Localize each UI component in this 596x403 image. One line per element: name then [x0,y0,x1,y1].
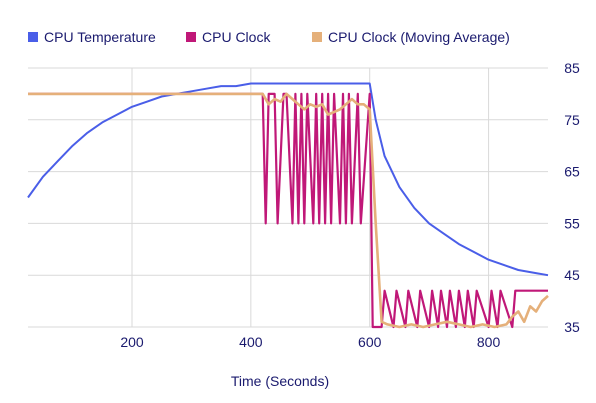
series-layer [27,82,549,329]
legend-label: CPU Clock (Moving Average) [328,29,510,45]
y-tick-label: 75 [564,112,580,128]
legend-item: CPU Clock [186,29,271,45]
legend: CPU Temperature CPU Clock CPU Clock (Movin… [28,29,510,45]
series-line-2 [28,92,548,329]
y-tick-label: 45 [564,267,580,283]
x-tick-label: 600 [358,334,382,350]
x-axis-ticks: 200 400 600 800 [120,334,500,350]
legend-item: CPU Temperature [28,29,156,45]
series-line-1 [27,82,549,277]
legend-item: CPU Clock (Moving Average) [312,29,510,45]
series-line-3 [28,92,549,329]
legend-swatch [28,32,38,42]
x-tick-label: 400 [239,334,263,350]
legend-label: CPU Temperature [44,29,156,45]
x-tick-label: 800 [477,334,501,350]
y-tick-label: 85 [564,60,580,76]
y-tick-label: 65 [564,164,580,180]
y-tick-label: 55 [564,215,580,231]
x-axis-title: Time (Seconds) [231,373,329,389]
y-tick-label: 35 [564,319,580,335]
x-tick-label: 200 [120,334,144,350]
legend-label: CPU Clock [202,29,271,45]
y-axis-ticks: 35 45 55 65 75 85 [564,60,580,335]
legend-swatch [186,32,196,42]
legend-swatch [312,32,322,42]
